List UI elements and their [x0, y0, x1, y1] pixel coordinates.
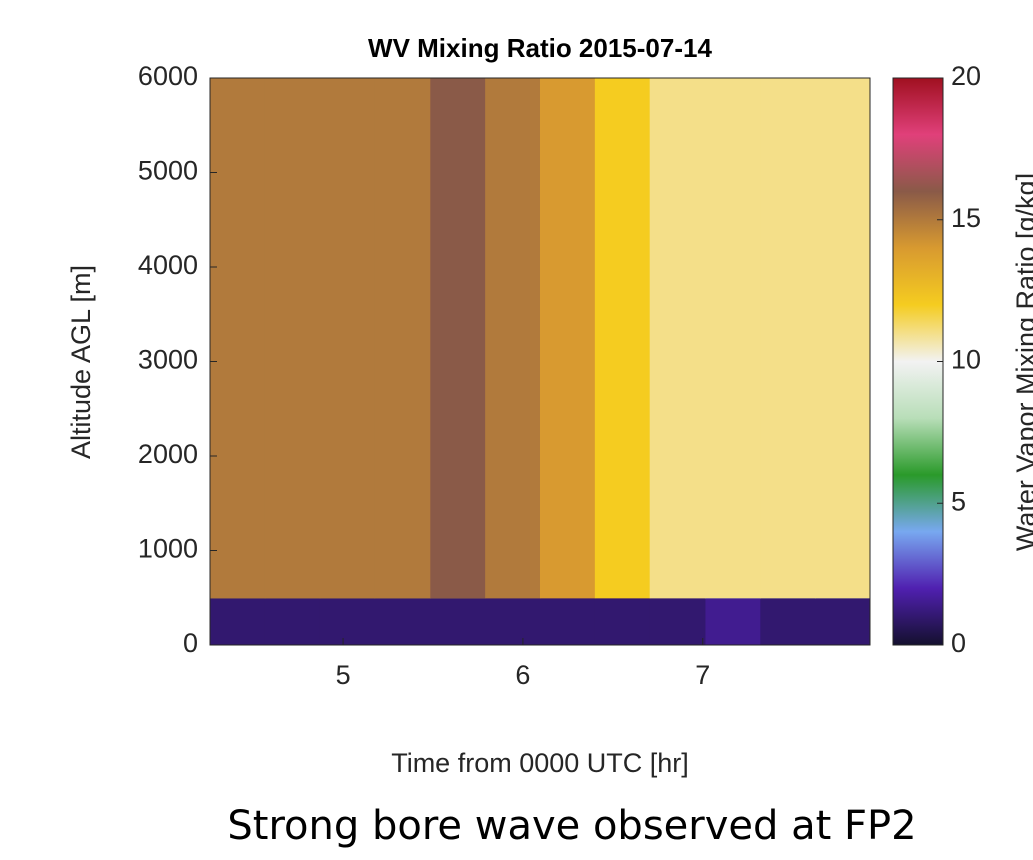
heatmap-cell — [705, 78, 761, 599]
colorbar — [892, 77, 944, 646]
heatmap-cell — [540, 78, 596, 599]
colorbar-tick-label: 10 — [951, 345, 981, 375]
x-tick-label: 7 — [695, 660, 710, 690]
colorbar-tick-label: 15 — [951, 203, 981, 233]
y-tick-label: 0 — [183, 628, 198, 658]
x-tick-label: 6 — [515, 660, 530, 690]
y-tick-label: 3000 — [138, 345, 198, 375]
heatmap-cell — [374, 78, 431, 599]
colorbar-label: Water Vapor Mixing Ratio [g/kg] — [1011, 173, 1033, 551]
heatmap-cell — [594, 78, 651, 599]
colorbar-tick-label: 5 — [951, 486, 966, 516]
y-tick-label: 4000 — [138, 250, 198, 280]
colorbar-tick-label: 20 — [951, 61, 981, 91]
heatmap-cell — [264, 78, 321, 599]
heatmap-cell — [430, 78, 486, 599]
y-axis-label: Altitude AGL [m] — [66, 265, 96, 459]
heatmap-cell — [210, 78, 266, 599]
y-tick-label: 5000 — [138, 156, 198, 186]
heatmap-cell — [815, 78, 871, 599]
colorbar-tick-label: 0 — [951, 628, 966, 658]
heatmap-cell — [485, 78, 541, 599]
caption: Strong bore wave observed at FP2 — [227, 803, 916, 849]
y-tick-label: 6000 — [138, 61, 198, 91]
heatmap-cell — [319, 78, 376, 599]
x-tick-label: 5 — [336, 660, 351, 690]
heatmap-cell — [649, 78, 706, 599]
heatmap-cells — [210, 78, 871, 646]
chart-title: WV Mixing Ratio 2015-07-14 — [368, 33, 712, 63]
x-axis-label: Time from 0000 UTC [hr] — [391, 748, 689, 778]
y-tick-label: 1000 — [138, 534, 198, 564]
heatmap-cell — [760, 78, 816, 599]
y-tick-label: 2000 — [138, 439, 198, 469]
